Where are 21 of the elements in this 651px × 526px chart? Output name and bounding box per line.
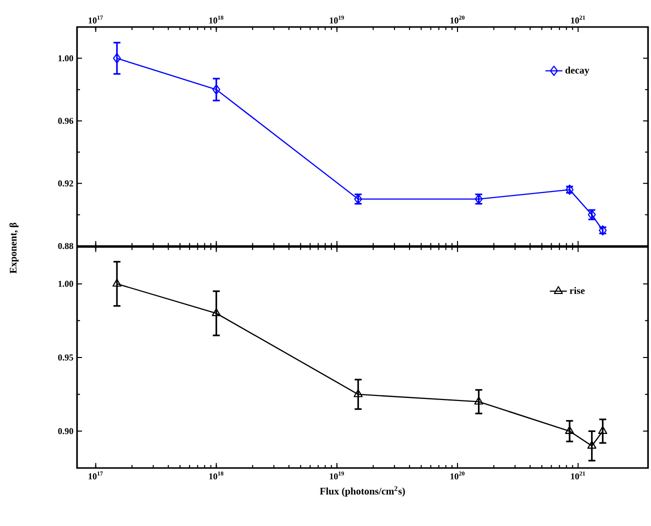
x-tick-label: 10$^{21}$ (571, 472, 586, 480)
x-tick-label: 10$^{18}$ (209, 472, 224, 480)
x-tick-label: 10$^{17}$ (88, 16, 103, 24)
x-tick-label: 10$^{21}$ (571, 16, 586, 24)
legend-label: rise (570, 286, 585, 294)
y-tick-label: 0.95 (58, 354, 74, 361)
y-axis-title: Exponent, β (9, 222, 19, 274)
x-tick-label: 10$^{19}$ (330, 16, 344, 24)
x-tick-label: 10$^{17}$ (88, 472, 103, 480)
x-tick-label: 10$^{20}$ (450, 472, 465, 480)
x-axis-title: Flux (photons/cm$^{2}$s) (320, 486, 405, 497)
y-tick-label: 1.00 (58, 280, 74, 287)
y-tick-label: 0.90 (58, 428, 74, 434)
y-tick-label: 0.92 (58, 180, 74, 186)
legend-label: decay (565, 66, 590, 76)
x-tick-label: 10$^{20}$ (450, 16, 465, 24)
x-tick-label: 10$^{18}$ (209, 16, 224, 24)
y-tick-label: 1.00 (58, 55, 74, 62)
x-tick-label: 10$^{19}$ (330, 472, 344, 480)
y-tick-label: 0.96 (58, 118, 74, 124)
y-tick-label: 0.88 (58, 242, 74, 250)
